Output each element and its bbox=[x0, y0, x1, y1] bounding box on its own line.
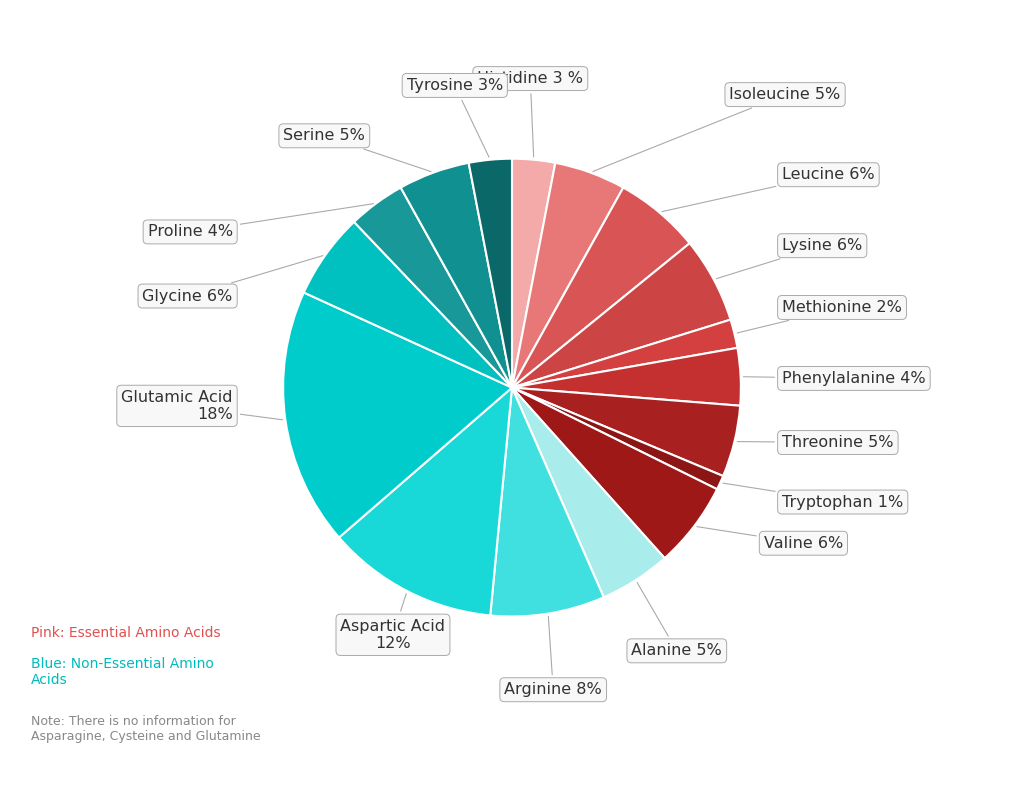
Wedge shape bbox=[354, 187, 512, 388]
Text: Methionine 2%: Methionine 2% bbox=[737, 300, 902, 333]
Text: Blue: Non-Essential Amino
Acids: Blue: Non-Essential Amino Acids bbox=[31, 657, 214, 687]
Wedge shape bbox=[512, 244, 730, 388]
Text: Note: There is no information for
Asparagine, Cysteine and Glutamine: Note: There is no information for Aspara… bbox=[31, 714, 260, 743]
Text: Valine 6%: Valine 6% bbox=[697, 527, 843, 551]
Wedge shape bbox=[512, 388, 717, 558]
Text: Serine 5%: Serine 5% bbox=[284, 128, 431, 172]
Wedge shape bbox=[283, 293, 512, 537]
Text: Tryptophan 1%: Tryptophan 1% bbox=[723, 483, 903, 509]
Wedge shape bbox=[512, 388, 665, 597]
Wedge shape bbox=[512, 388, 740, 476]
Wedge shape bbox=[512, 348, 741, 406]
Wedge shape bbox=[512, 320, 737, 388]
Text: Isoleucine 5%: Isoleucine 5% bbox=[593, 87, 841, 172]
Text: Proline 4%: Proline 4% bbox=[147, 204, 374, 240]
Wedge shape bbox=[469, 159, 512, 388]
Text: Glutamic Acid
18%: Glutamic Acid 18% bbox=[121, 390, 283, 422]
Text: Phenylalanine 4%: Phenylalanine 4% bbox=[743, 371, 926, 386]
Wedge shape bbox=[512, 163, 624, 388]
Wedge shape bbox=[304, 222, 512, 388]
Text: Glycine 6%: Glycine 6% bbox=[142, 255, 323, 304]
Text: Threonine 5%: Threonine 5% bbox=[737, 435, 894, 450]
Wedge shape bbox=[339, 388, 512, 615]
Text: Arginine 8%: Arginine 8% bbox=[505, 616, 602, 697]
Text: Tyrosine 3%: Tyrosine 3% bbox=[407, 78, 503, 157]
Text: Histidine 3 %: Histidine 3 % bbox=[477, 71, 584, 157]
Wedge shape bbox=[512, 388, 723, 490]
Text: Leucine 6%: Leucine 6% bbox=[662, 167, 874, 212]
Text: Lysine 6%: Lysine 6% bbox=[717, 238, 862, 278]
Wedge shape bbox=[512, 159, 555, 388]
Wedge shape bbox=[490, 388, 604, 616]
Text: Pink: Essential Amino Acids: Pink: Essential Amino Acids bbox=[31, 626, 220, 640]
Text: Alanine 5%: Alanine 5% bbox=[632, 582, 722, 658]
Wedge shape bbox=[512, 187, 689, 388]
Wedge shape bbox=[400, 163, 512, 388]
Text: Aspartic Acid
12%: Aspartic Acid 12% bbox=[340, 594, 445, 651]
